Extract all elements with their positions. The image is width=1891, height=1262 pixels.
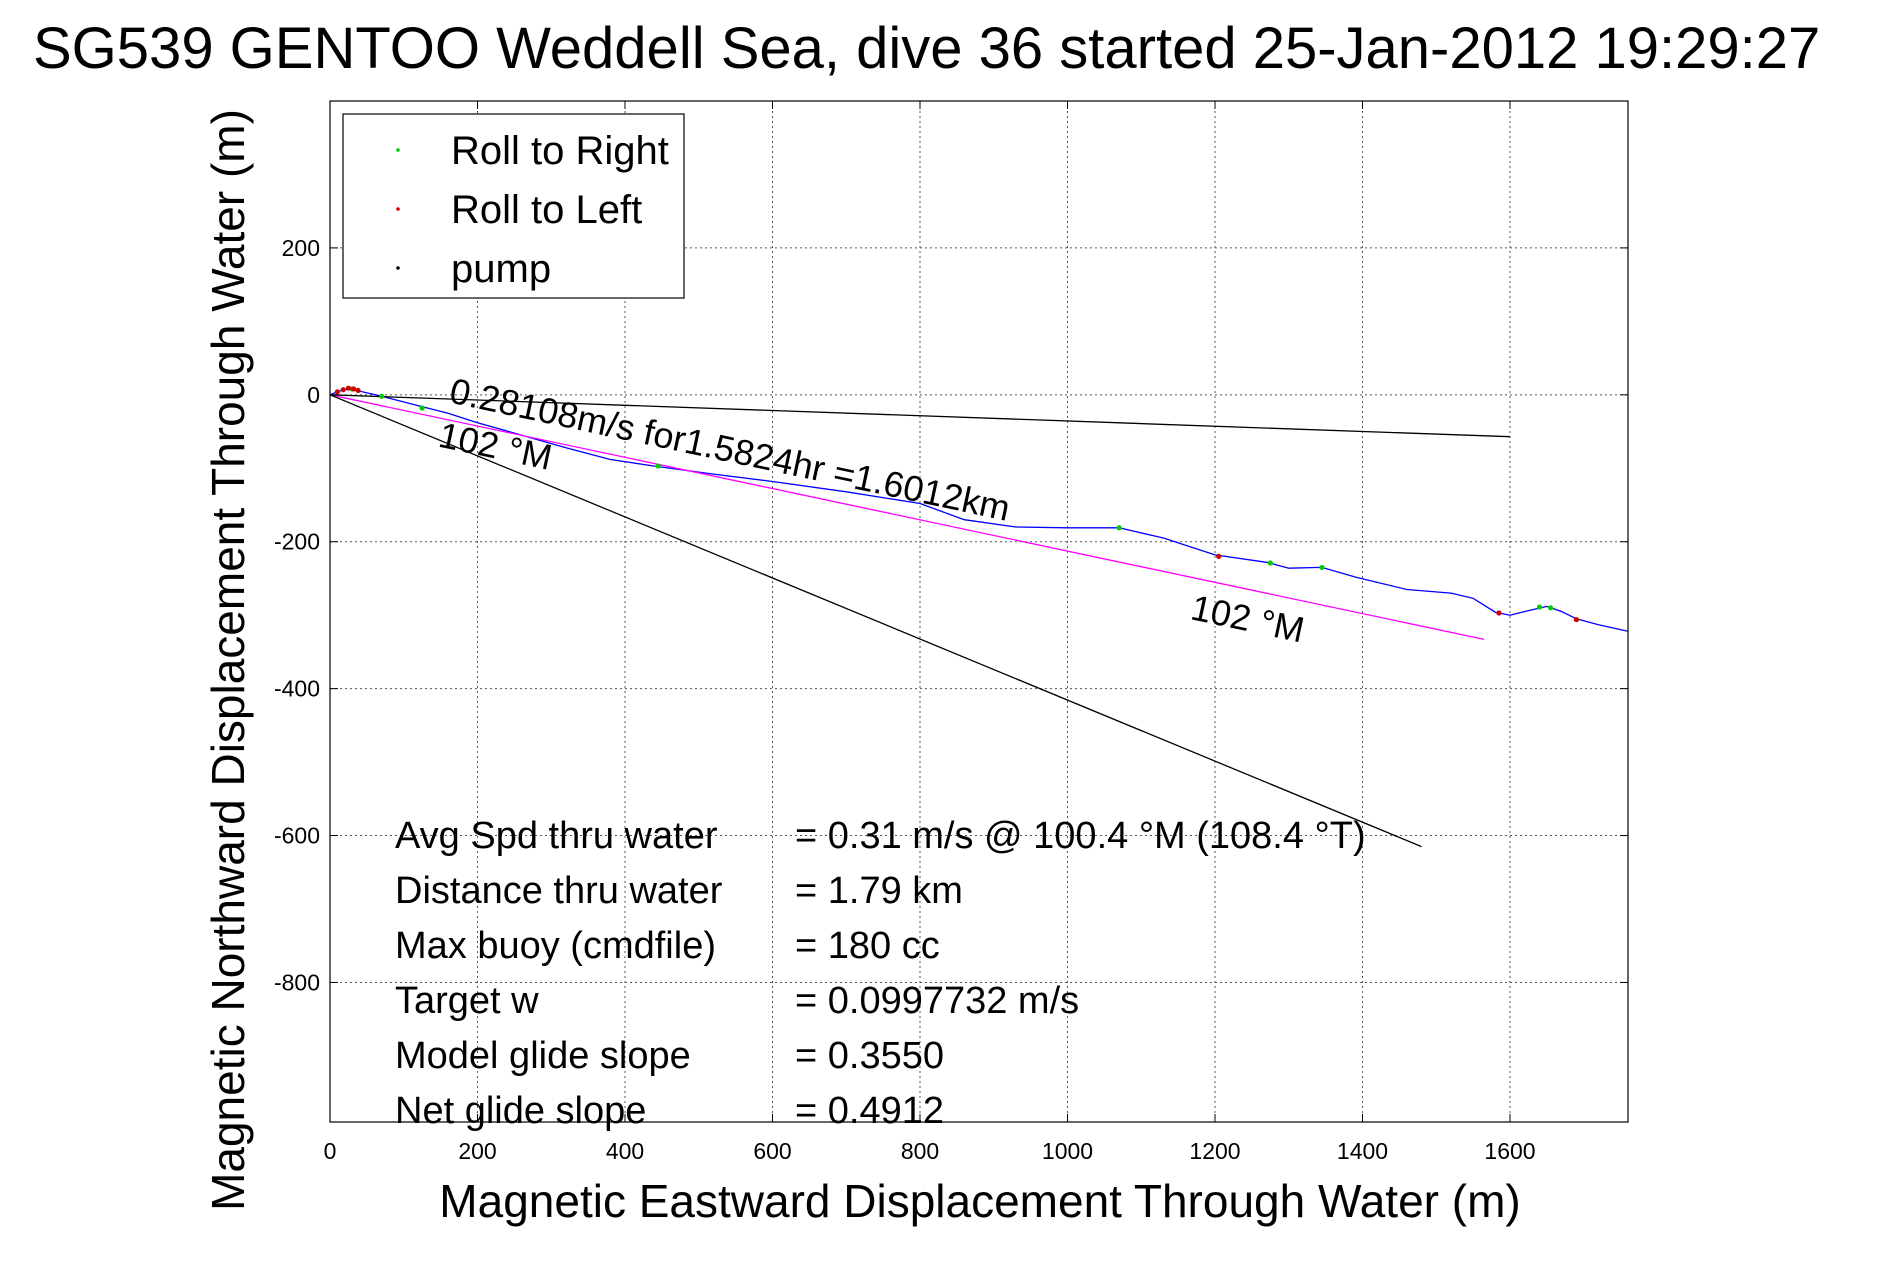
stat-label: Distance thru water [395,870,723,912]
roll-right-point [1547,605,1554,611]
roll-left-point [1496,610,1502,616]
roll-left-point [355,387,361,394]
y-axis-label: Magnetic Northward Displacement Through … [202,109,254,1211]
roll-right-point [1319,564,1325,571]
legend-entry-label: Roll to Left [451,188,642,232]
stat-label: Target w [395,980,539,1022]
y-tick-label: 200 [282,235,320,261]
stat-value: = 180 cc [795,925,940,967]
axis-ticks: 0 200 400 600 800 1000 1200 1400 1600 200 0 -200 -40… [274,101,1628,1164]
annotation-3: 102 °M [1188,587,1308,651]
stat-label: Model glide slope [395,1035,691,1077]
x-tick-label: 1200 [1189,1138,1240,1164]
y-tick-label: -400 [274,676,320,702]
stat-value: = 0.3550 [795,1035,944,1077]
legend-marker [396,266,400,270]
legend-marker [396,207,400,211]
roll-right-point [1267,560,1273,566]
x-tick-label: 1600 [1484,1138,1535,1164]
legend-marker [396,148,400,152]
series-line-3 [330,394,1511,438]
x-tick-label: 800 [901,1138,939,1164]
chart-title: SG539 GENTOO Weddell Sea, dive 36 starte… [33,16,1820,81]
series-layer [330,385,1628,848]
roll-left-point [351,386,357,392]
legend-box [342,113,685,299]
plot-area [329,100,1629,1123]
series-line-4 [330,394,1422,848]
x-tick-label: 200 [458,1138,496,1164]
x-axis-label: Magnetic Eastward Displacement Through W… [439,1175,1520,1227]
legend-entry-label: pump [451,247,551,291]
stats-block: Avg Spd thru water = 0.31 m/s @ 100.4 °M … [395,815,1366,1132]
stat-label: Max buoy (cmdfile) [395,925,716,967]
roll-right-point [379,393,385,399]
stat-label: Net glide slope [395,1090,646,1132]
x-tick-label: 600 [753,1138,791,1164]
x-tick-label: 1400 [1337,1138,1388,1164]
stat-value: = 0.4912 [795,1090,944,1132]
y-tick-label: -200 [274,529,320,555]
stat-value: = 1.79 km [795,870,963,912]
roll-left-point [340,387,346,393]
legend: Roll to Right Roll to Left pump [342,113,685,299]
x-tick-label: 400 [606,1138,644,1164]
y-tick-label: -800 [274,969,320,995]
roll-right-point [1536,604,1543,610]
y-tick-label: -600 [274,823,320,849]
legend-entry-label: Roll to Right [451,129,669,173]
y-tick-label: 0 [307,382,320,408]
roll-left-point [1216,553,1222,560]
grid-lines [330,101,1628,1122]
roll-left-point [334,389,340,395]
roll-right-point [419,405,425,411]
roll-right-point [1116,525,1122,531]
series-line-2 [330,394,1485,641]
roll-left-point [345,385,352,391]
roll-left-point [1573,616,1579,623]
x-tick-label: 1000 [1042,1138,1093,1164]
roll-right-point [655,463,661,469]
x-tick-label: 0 [324,1138,337,1164]
series-line-1 [330,388,1628,632]
stat-value: = 0.0997732 m/s [795,980,1079,1022]
stat-value: = 0.31 m/s @ 100.4 °M (108.4 °T) [795,815,1366,857]
stat-label: Avg Spd thru water [395,815,718,857]
